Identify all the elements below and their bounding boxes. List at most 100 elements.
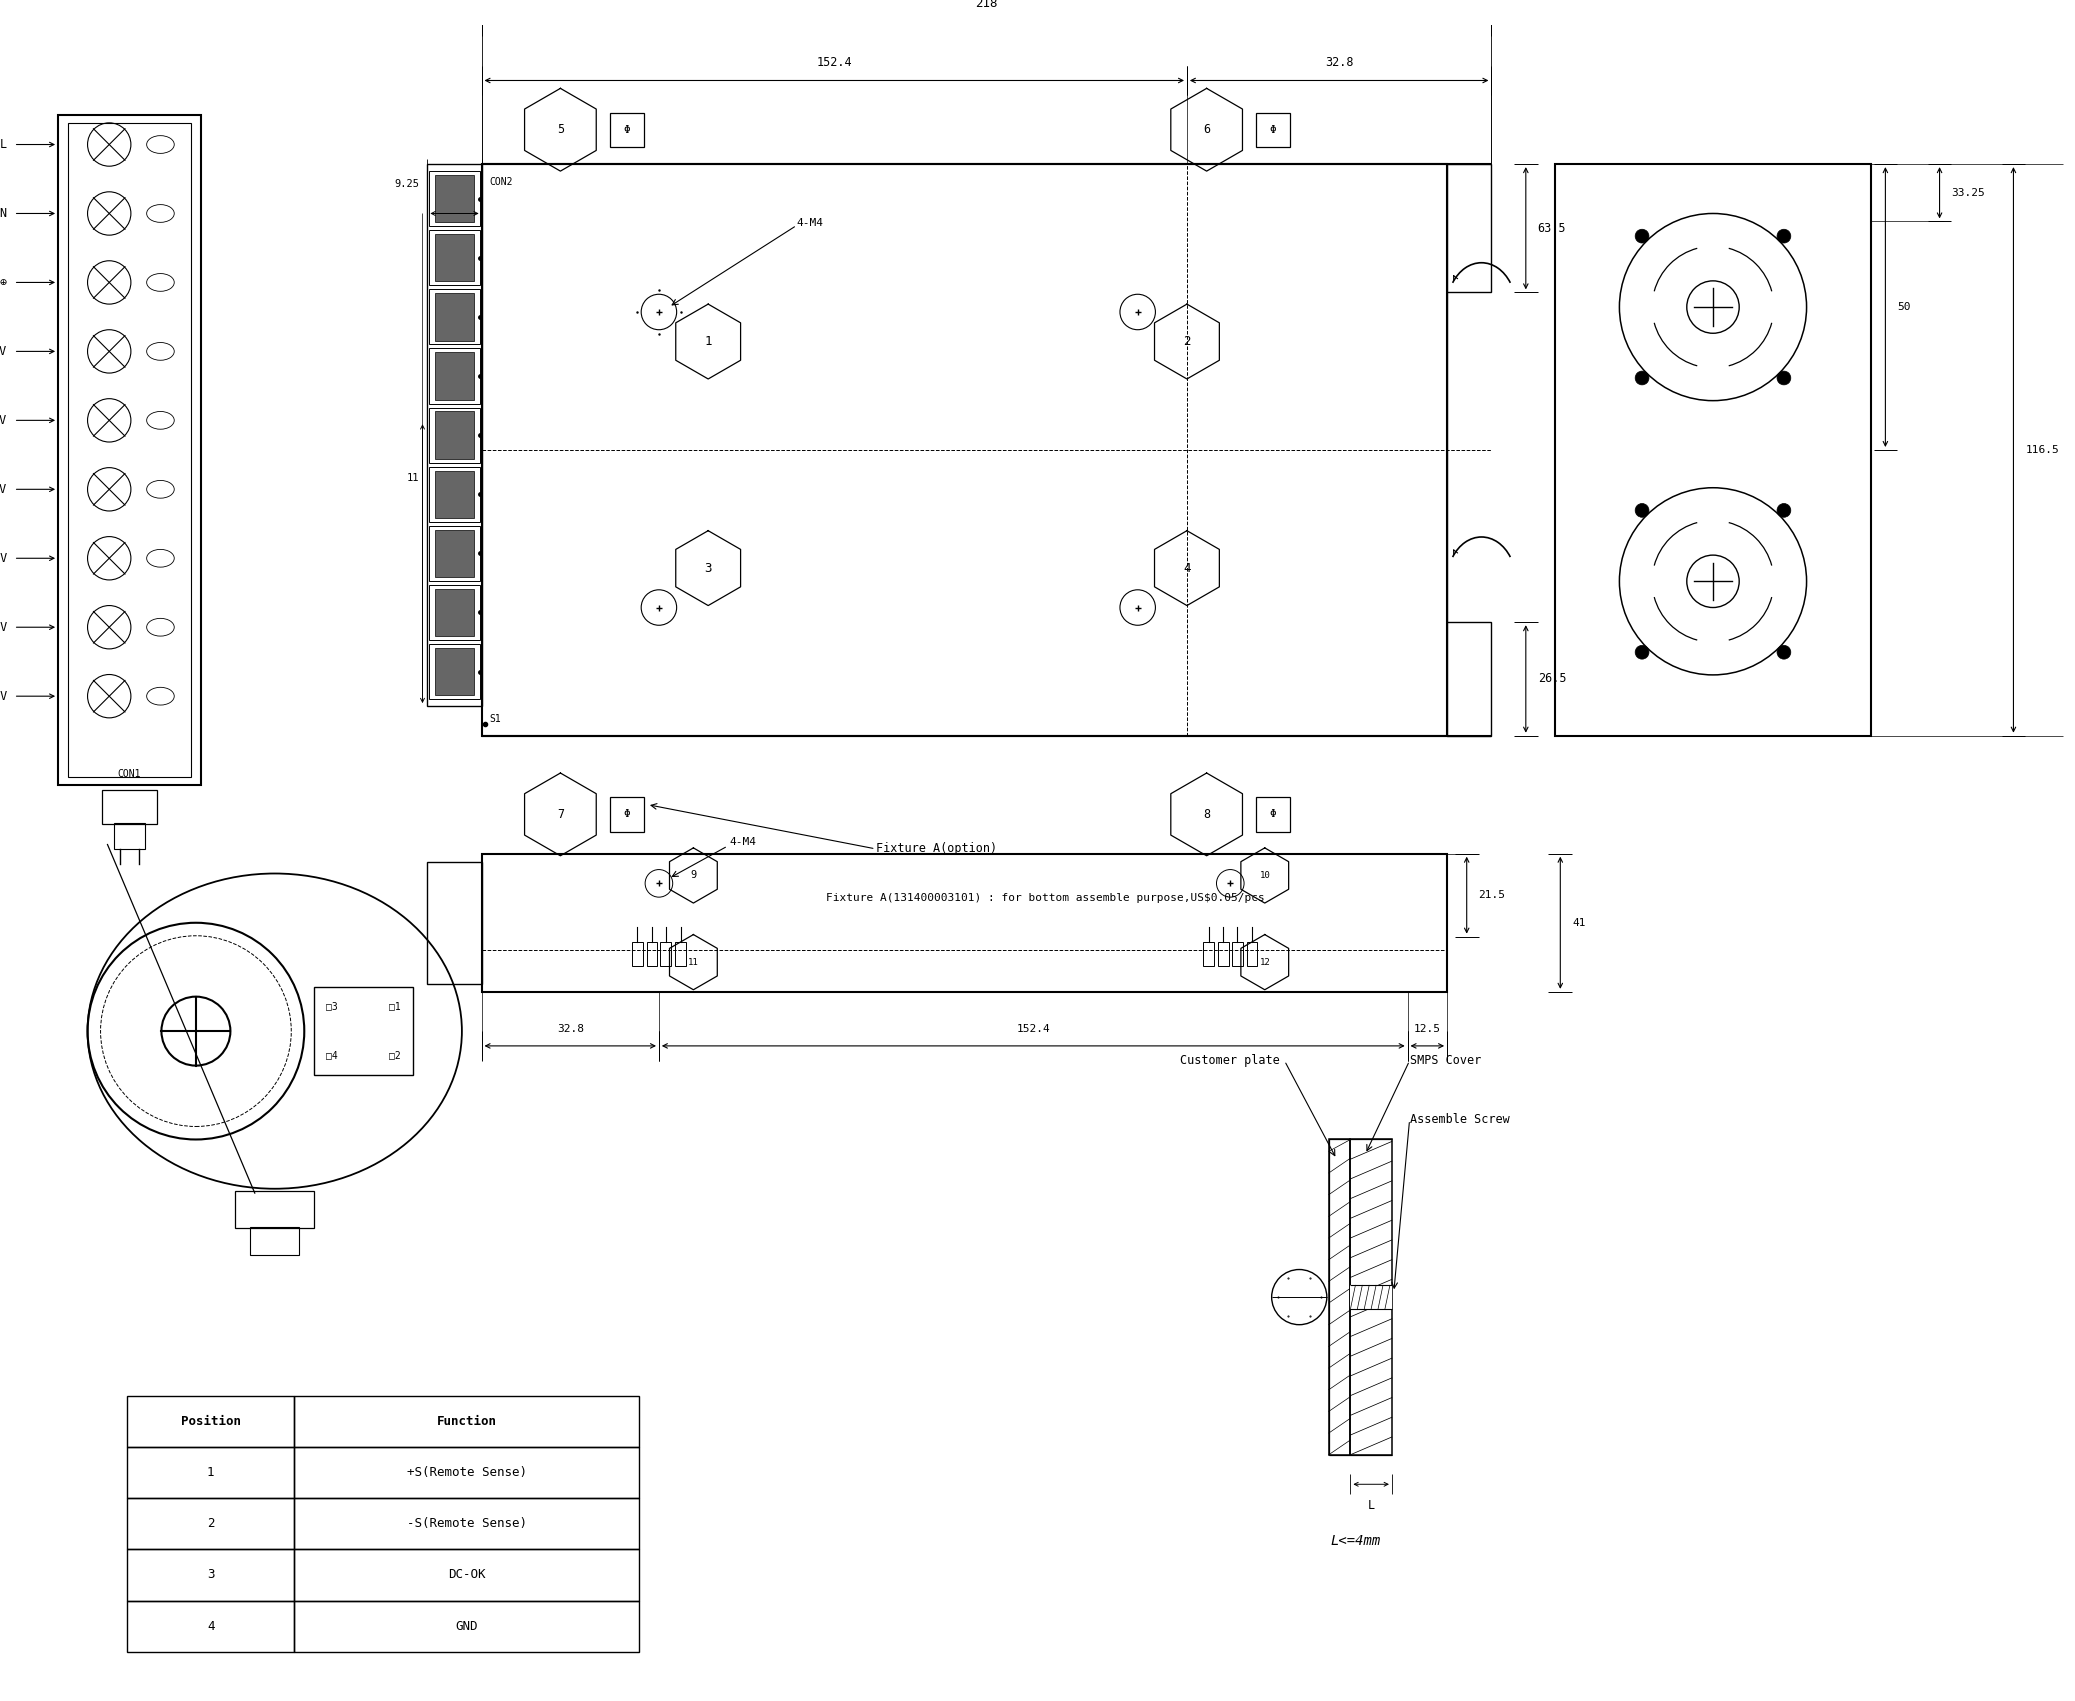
Bar: [631, 942, 643, 966]
Bar: [295, 1448, 639, 1499]
Bar: [1328, 1140, 1351, 1454]
Text: Position: Position: [181, 1415, 241, 1427]
Text: +V: +V: [0, 483, 6, 495]
Bar: [436, 648, 473, 696]
Text: -S(Remote Sense): -S(Remote Sense): [407, 1517, 527, 1531]
Text: GND: GND: [456, 1619, 477, 1633]
Text: 116.5: 116.5: [2025, 446, 2058, 454]
Bar: [127, 1550, 295, 1601]
Text: 218: 218: [975, 0, 998, 10]
Text: 33.25: 33.25: [1950, 187, 1986, 197]
Text: 10: 10: [1260, 871, 1270, 879]
Text: 41: 41: [1573, 919, 1585, 927]
Text: CON2: CON2: [490, 177, 513, 187]
Bar: [234, 1191, 313, 1228]
Text: 152.4: 152.4: [1017, 1024, 1050, 1034]
Bar: [436, 412, 473, 459]
Text: 8: 8: [1204, 808, 1210, 822]
Bar: [436, 471, 473, 517]
Text: 152.4: 152.4: [815, 56, 853, 68]
Bar: [295, 1601, 639, 1652]
Bar: [430, 289, 479, 345]
Text: SMPS Cover: SMPS Cover: [1409, 1055, 1482, 1067]
Bar: [1446, 165, 1492, 293]
Bar: [127, 1448, 295, 1499]
Bar: [430, 172, 479, 226]
Bar: [481, 165, 1446, 735]
Bar: [295, 1395, 639, 1448]
Text: 7: 7: [556, 808, 564, 822]
Text: 12: 12: [1260, 958, 1270, 966]
Text: ⊕: ⊕: [0, 276, 6, 289]
Bar: [127, 1601, 295, 1652]
Bar: [58, 116, 201, 784]
Bar: [430, 645, 479, 699]
Text: 11: 11: [689, 958, 699, 966]
Circle shape: [1635, 503, 1650, 517]
Bar: [68, 122, 191, 777]
Text: +V: +V: [0, 413, 6, 427]
Circle shape: [1776, 230, 1791, 243]
Bar: [436, 352, 473, 400]
Text: Φ: Φ: [622, 124, 631, 134]
Text: +V: +V: [0, 345, 6, 357]
Text: 21.5: 21.5: [1479, 890, 1506, 900]
Bar: [674, 942, 687, 966]
Text: -V: -V: [0, 551, 6, 565]
Bar: [1233, 942, 1243, 966]
Text: □1: □1: [388, 1002, 400, 1012]
Text: L<=4mm: L<=4mm: [1330, 1534, 1382, 1548]
Text: 26.5: 26.5: [1538, 672, 1567, 686]
Bar: [1351, 1286, 1392, 1310]
Bar: [102, 789, 158, 825]
Text: Fixture A(option): Fixture A(option): [876, 842, 996, 856]
Text: Function: Function: [438, 1415, 496, 1427]
Text: 4-M4: 4-M4: [797, 218, 824, 228]
Bar: [430, 466, 479, 522]
Circle shape: [1635, 645, 1650, 660]
Text: 9.25: 9.25: [394, 179, 419, 189]
Text: □2: □2: [388, 1051, 400, 1061]
Text: 4-M4: 4-M4: [730, 837, 757, 847]
Bar: [430, 408, 479, 463]
Text: 32.8: 32.8: [1326, 56, 1353, 68]
Bar: [647, 942, 658, 966]
Text: 3: 3: [208, 1568, 214, 1582]
Bar: [1556, 165, 1870, 735]
Bar: [430, 526, 479, 582]
Bar: [114, 823, 145, 849]
Text: L: L: [1367, 1499, 1376, 1512]
Circle shape: [1635, 230, 1650, 243]
Circle shape: [1776, 371, 1791, 384]
Circle shape: [1635, 371, 1650, 384]
Bar: [127, 1395, 295, 1448]
Text: 5: 5: [556, 122, 564, 136]
Bar: [127, 1499, 295, 1550]
Bar: [427, 165, 481, 706]
Text: 63.5: 63.5: [1538, 221, 1567, 235]
Bar: [427, 862, 481, 983]
Text: Φ: Φ: [622, 810, 631, 820]
Text: 1: 1: [703, 335, 712, 349]
Bar: [430, 585, 479, 640]
Bar: [313, 987, 413, 1075]
Text: 2: 2: [208, 1517, 214, 1531]
Text: L: L: [0, 138, 6, 151]
Bar: [430, 230, 479, 286]
Text: N: N: [0, 208, 6, 219]
Bar: [1255, 798, 1291, 832]
Text: 11: 11: [407, 473, 419, 483]
Bar: [660, 942, 670, 966]
Bar: [436, 529, 473, 577]
Text: 6: 6: [1204, 122, 1210, 136]
Text: 1: 1: [208, 1466, 214, 1478]
Text: 2: 2: [1183, 335, 1191, 349]
Text: 32.8: 32.8: [556, 1024, 583, 1034]
Text: 12.5: 12.5: [1413, 1024, 1440, 1034]
Bar: [481, 854, 1446, 992]
Text: -V: -V: [0, 621, 6, 634]
Text: Assemble Screw: Assemble Screw: [1409, 1112, 1509, 1126]
Bar: [1218, 942, 1228, 966]
Text: +S(Remote Sense): +S(Remote Sense): [407, 1466, 527, 1478]
Text: □4: □4: [326, 1051, 338, 1061]
